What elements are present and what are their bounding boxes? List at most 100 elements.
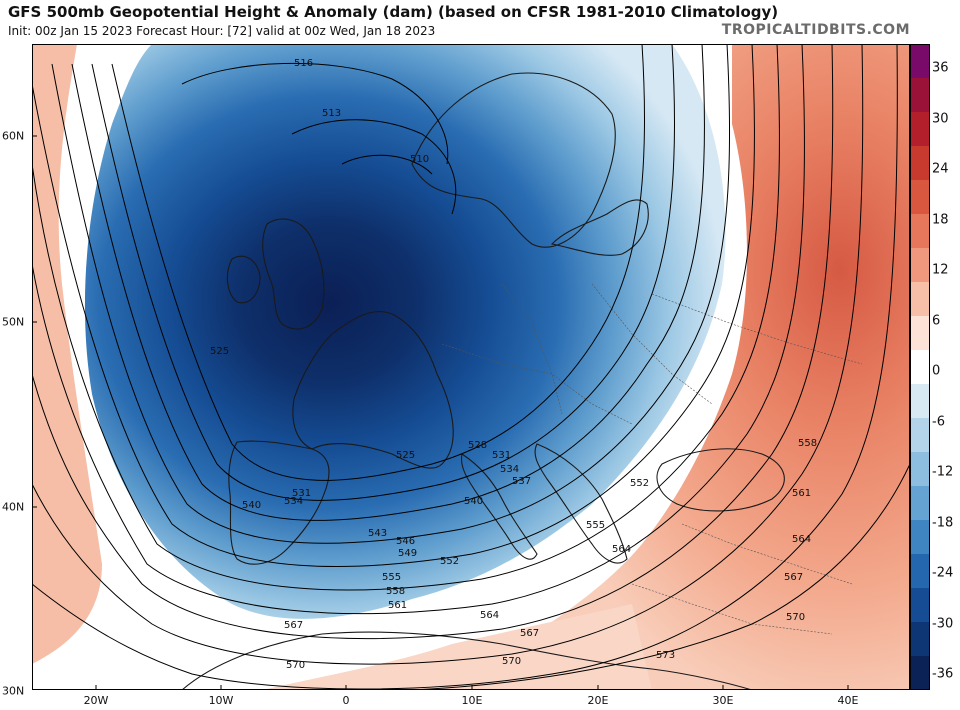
colorbar-frame [910, 44, 930, 690]
lat-label-50n: 50N [2, 315, 25, 329]
colorbar-swatch [910, 78, 930, 113]
coastlines [181, 72, 785, 690]
colorbar-swatch [910, 146, 930, 181]
contour-label: 558 [386, 586, 405, 597]
colorbar-swatch [910, 486, 930, 521]
colorbar-label: -24 [932, 565, 954, 581]
colorbar-swatch [910, 452, 930, 487]
anomaly-colorbar [910, 44, 930, 690]
lon-label-0: 0 [342, 694, 350, 707]
lon-label-10e: 10E [461, 694, 483, 707]
warm-anomaly-south [262, 604, 652, 690]
contour-label: 567 [284, 620, 303, 631]
contour-label: 531 [292, 488, 311, 499]
lon-label-20w: 20W [83, 694, 109, 707]
colorbar-label: -36 [932, 666, 954, 682]
coast-ireland [226, 255, 261, 304]
contour-label: 570 [286, 660, 305, 671]
contour-label: 513 [322, 108, 341, 119]
border-line [681, 523, 853, 585]
coast-italy [460, 453, 538, 560]
contour-labels: 516 513 510 525 528 531 534 537 540 543 … [210, 58, 817, 671]
colorbar-label: 6 [932, 313, 941, 328]
contour-line [51, 44, 731, 544]
contour-line [181, 62, 449, 165]
contour-label: 516 [294, 58, 313, 69]
coast-france [292, 311, 454, 469]
anomaly-map: 516 513 510 525 528 531 534 537 540 543 … [32, 44, 910, 690]
contour-label: 573 [656, 650, 675, 661]
colorbar-label: 30 [932, 111, 949, 126]
colorbar-swatch [910, 316, 930, 351]
colorbar-swatch [910, 112, 930, 147]
border-line [441, 343, 633, 425]
colorbar-label: -12 [932, 464, 954, 480]
contour-line [32, 44, 805, 615]
colorbar-swatch [910, 622, 930, 657]
contour-label: 564 [612, 544, 631, 555]
contour-label: 537 [512, 476, 531, 487]
contour-label: 510 [410, 154, 429, 165]
coast-black-sea [656, 448, 785, 512]
lon-label-30e: 30E [712, 694, 734, 707]
coast-balkans [534, 443, 628, 564]
contour-line [291, 119, 457, 215]
contour-line [32, 44, 834, 639]
contour-label: 555 [382, 572, 401, 583]
lat-label-60n: 60N [2, 129, 25, 143]
colorbar-label: -18 [932, 515, 954, 530]
contour-line [71, 44, 706, 521]
colorbar-swatch [910, 520, 930, 555]
contour-label: 570 [786, 612, 805, 623]
colorbar-label: 18 [932, 212, 949, 227]
colorbar-swatch [910, 214, 930, 249]
lat-label-30n: 30N [2, 684, 25, 698]
colorbar-swatch [910, 282, 930, 317]
height-contours [32, 44, 910, 690]
contour-line [32, 44, 864, 665]
colorbar-label: 24 [932, 161, 949, 177]
map-frame [32, 44, 910, 690]
contour-label: 561 [388, 600, 407, 611]
border-line [501, 283, 563, 415]
contour-label: 552 [440, 556, 459, 567]
coast-north-africa [181, 631, 753, 690]
contour-label: 540 [464, 496, 483, 507]
cold-anomaly-trough [84, 44, 726, 619]
colorbar-label: -30 [932, 616, 954, 631]
colorbar-swatch [910, 180, 930, 215]
coast-baltic [550, 199, 649, 256]
lon-label-40e: 40E [837, 694, 859, 707]
map-title: GFS 500mb Geopotential Height & Anomaly … [8, 3, 779, 21]
border-line [651, 293, 863, 365]
contour-label: 552 [630, 478, 649, 489]
colorbar-swatch [910, 588, 930, 623]
contour-label: 549 [398, 548, 417, 559]
colorbar-swatch [910, 656, 930, 690]
contour-label: 561 [792, 488, 811, 499]
contour-label: 567 [520, 628, 539, 639]
contour-label: 534 [284, 496, 303, 507]
contour-line [32, 44, 780, 591]
contour-label: 528 [468, 440, 487, 451]
colorbar-swatch [910, 44, 930, 79]
border-line [631, 583, 833, 635]
contour-line [341, 154, 433, 175]
colorbar-swatch [910, 418, 930, 453]
colorbar-swatch [910, 350, 930, 385]
contour-label: 540 [242, 500, 261, 511]
lon-label-20e: 20E [587, 694, 609, 707]
contour-label: 564 [480, 610, 499, 621]
colorbar-label: 0 [932, 363, 941, 379]
colorbar-swatch [910, 248, 930, 283]
colorbar-label: -6 [932, 414, 945, 429]
contour-label: 570 [502, 656, 521, 667]
contour-line [111, 44, 646, 481]
contour-label: 558 [798, 438, 817, 449]
contour-label: 543 [368, 528, 387, 539]
contour-label: 525 [210, 346, 229, 357]
map-subtitle: Init: 00z Jan 15 2023 Forecast Hour: [72… [8, 24, 436, 38]
contour-line [32, 44, 898, 690]
lat-label-40n: 40N [2, 500, 25, 514]
warm-anomaly-west [32, 44, 102, 664]
